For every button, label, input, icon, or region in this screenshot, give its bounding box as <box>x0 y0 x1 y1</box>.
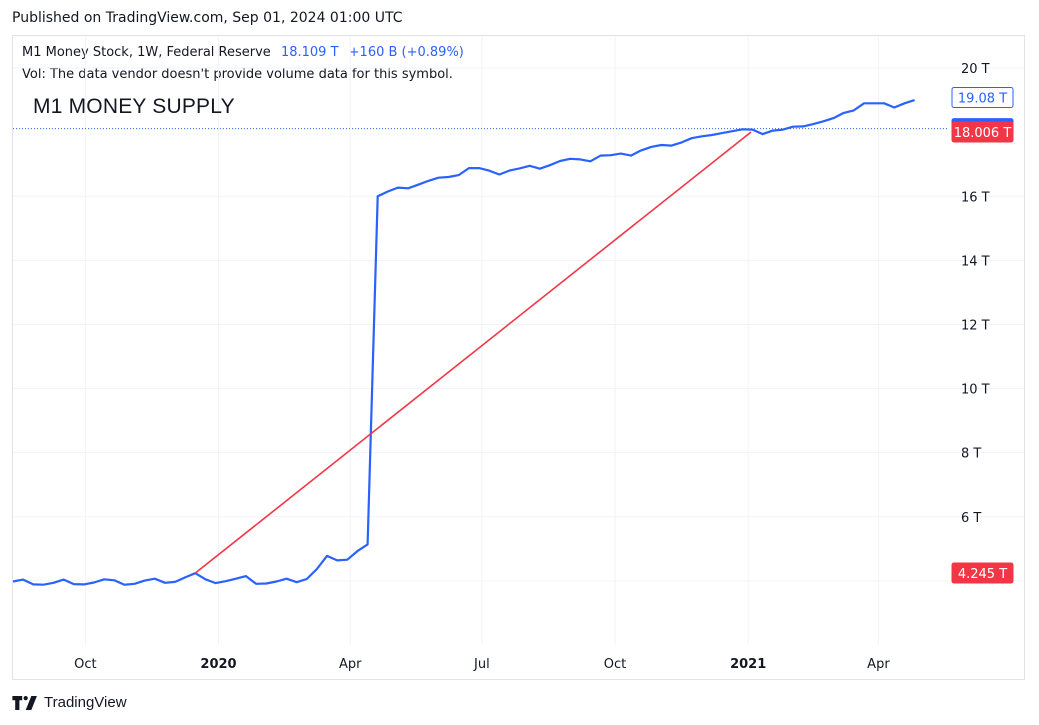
symbol-description[interactable]: M1 Money Stock, 1W, Federal Reserve <box>22 45 271 60</box>
x-axis[interactable]: Oct 2020 Apr Jul Oct 2021 Apr <box>74 657 890 672</box>
footer-branding: TradingView <box>12 694 127 711</box>
x-tick-label: 2021 <box>730 657 766 672</box>
text-annotation[interactable]: M1 MONEY SUPPLY <box>33 95 235 118</box>
x-tick-label: Apr <box>339 657 362 672</box>
published-caption: Published on TradingView.com, Sep 01, 20… <box>12 10 403 26</box>
last-value: 18.109 T <box>280 45 339 60</box>
price-chart[interactable]: 20 T 16 T 14 T 12 T 10 T 8 T 6 T Oct 2020 Apr Jul… <box>0 0 1039 690</box>
trend-line <box>194 131 752 574</box>
price-label-box <box>951 87 1014 109</box>
grid <box>13 36 1024 645</box>
y-tick-label: 6 T <box>961 511 981 526</box>
change-value: +160 B (+0.89%) <box>348 45 464 60</box>
tradingview-logo-icon <box>12 695 37 710</box>
price-label-text: 4.245 T <box>958 567 1007 582</box>
y-tick-label: 16 T <box>961 190 990 205</box>
price-labels: 19.08 T18.109 T18.006 T4.245 T <box>951 87 1014 584</box>
footer-brand-text: TradingView <box>44 694 127 711</box>
price-label-box <box>951 121 1014 143</box>
x-tick-label: Apr <box>867 657 890 672</box>
x-tick-label: Jul <box>473 657 490 672</box>
chart-legend: M1 Money Stock, 1W, Federal Reserve 18.1… <box>22 45 464 60</box>
x-tick-label: 2020 <box>200 657 236 672</box>
price-label-text: 18.006 T <box>954 126 1012 141</box>
price-label-box <box>951 562 1014 584</box>
series-layer <box>12 99 915 586</box>
y-axis[interactable]: 20 T 16 T 14 T 12 T 10 T 8 T 6 T <box>961 62 990 526</box>
y-tick-label: 12 T <box>961 318 990 333</box>
y-tick-label: 10 T <box>961 383 990 398</box>
chart-frame <box>12 35 1025 680</box>
x-tick-label: Oct <box>74 657 96 672</box>
x-tick-label: Oct <box>604 657 626 672</box>
m1-series-line <box>12 99 915 586</box>
volume-note: Vol: The data vendor doesn't provide vol… <box>22 67 453 82</box>
y-tick-label: 20 T <box>961 62 990 77</box>
y-tick-label: 14 T <box>961 254 990 269</box>
y-tick-label: 8 T <box>961 447 981 462</box>
trendline-layer[interactable] <box>194 131 752 574</box>
price-label-text: 19.08 T <box>958 92 1007 107</box>
